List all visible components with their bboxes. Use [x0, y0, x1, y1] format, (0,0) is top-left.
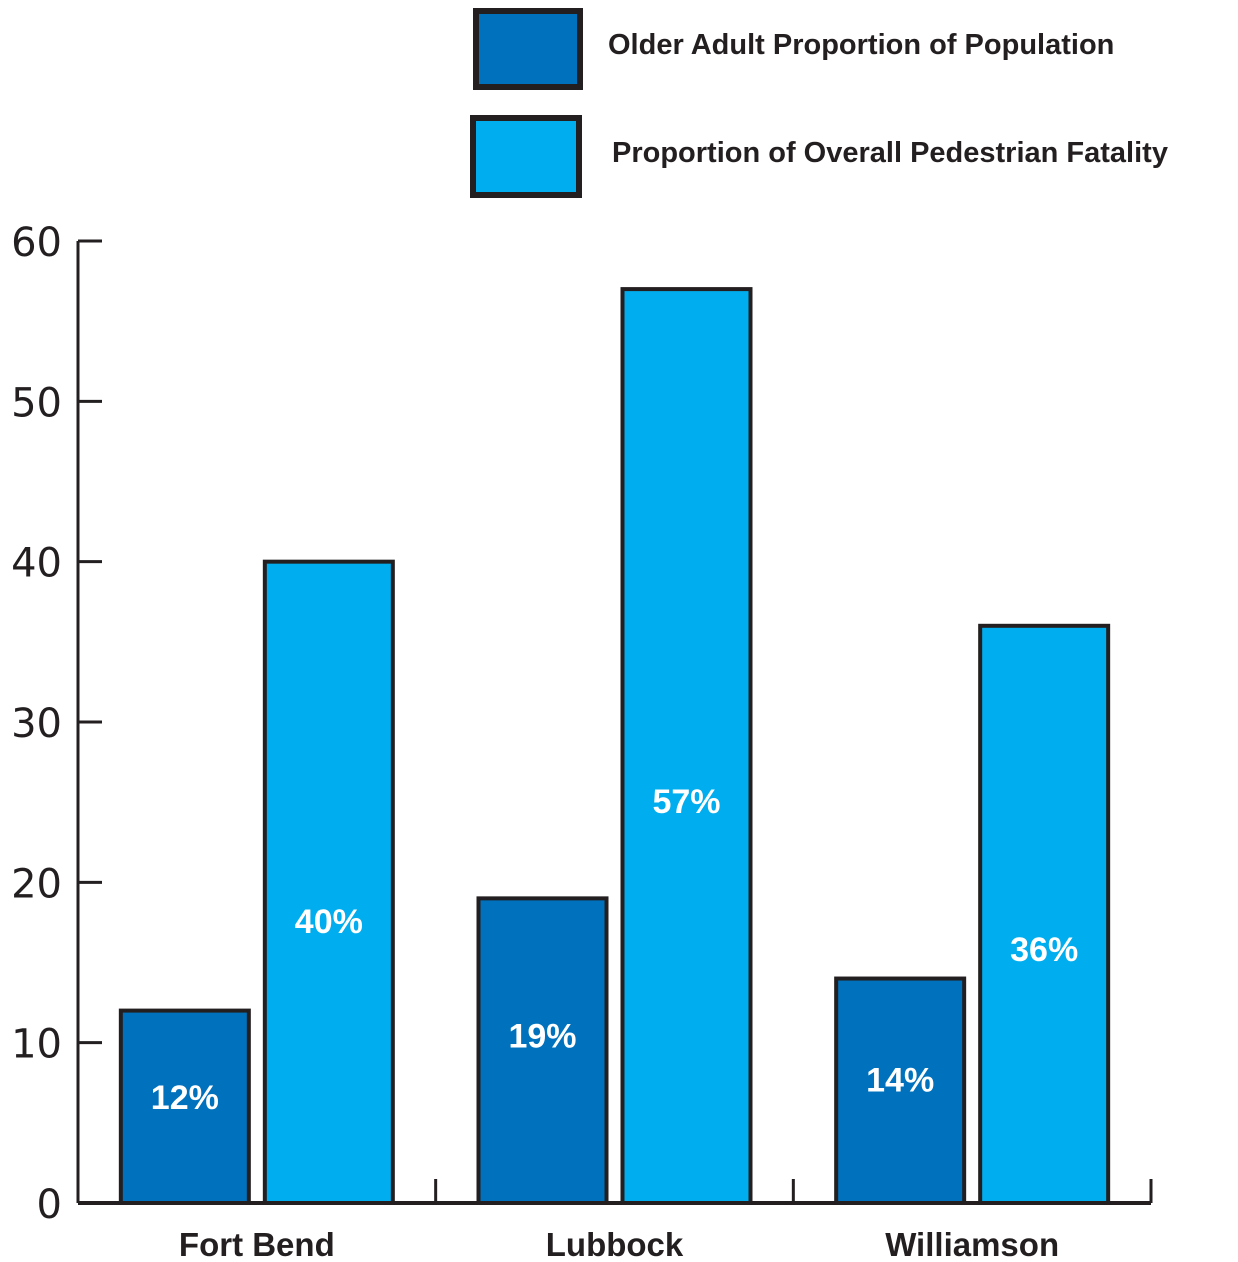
axes: 0 10 20 30 40 50 60 Fort Bend Lubbock Williamson — [11, 220, 1153, 1262]
bar-fort-bend-series-1 — [118, 1008, 251, 1205]
bar-fort-bend-series-2 — [262, 559, 395, 1205]
bar-value-label: 12% — [151, 1079, 219, 1117]
bar-value-label: 14% — [866, 1062, 934, 1100]
y-tick-label: 0 — [37, 1182, 62, 1228]
bar-williamson-series-1 — [834, 976, 967, 1205]
legend-label-older-adult: Older Adult Proportion of Population — [608, 29, 1114, 61]
x-category-label: Lubbock — [546, 1226, 684, 1262]
bar-value-label: 19% — [508, 1017, 576, 1055]
y-tick-label: 20 — [11, 861, 62, 907]
x-category-label: Williamson — [885, 1226, 1059, 1262]
bar-value-label: 36% — [1010, 931, 1078, 969]
legend-label-pedestrian-fatality: Proportion of Overall Pedestrian Fatalit… — [612, 137, 1168, 169]
bars — [118, 287, 1111, 1206]
legend-swatch-pedestrian-fatality — [470, 115, 582, 198]
y-tick-label: 30 — [11, 701, 62, 747]
y-tick-label: 10 — [11, 1022, 62, 1068]
x-category-label: Fort Bend — [179, 1226, 335, 1262]
bar-labels: 12% 40% 19% 57% 14% 36% — [151, 783, 1078, 1117]
legend-swatch-older-adult — [473, 8, 583, 90]
bar-value-label: 57% — [652, 783, 720, 821]
legend: Older Adult Proportion of Population Pro… — [470, 8, 1168, 198]
bar-lubbock-series-2 — [620, 287, 753, 1206]
y-tick-label: 50 — [11, 380, 62, 426]
bar-value-label: 40% — [295, 903, 363, 941]
y-tick-label: 40 — [11, 541, 62, 587]
y-tick-label: 60 — [11, 220, 62, 266]
bar-williamson-series-2 — [978, 623, 1111, 1205]
bar-lubbock-series-1 — [476, 896, 609, 1205]
